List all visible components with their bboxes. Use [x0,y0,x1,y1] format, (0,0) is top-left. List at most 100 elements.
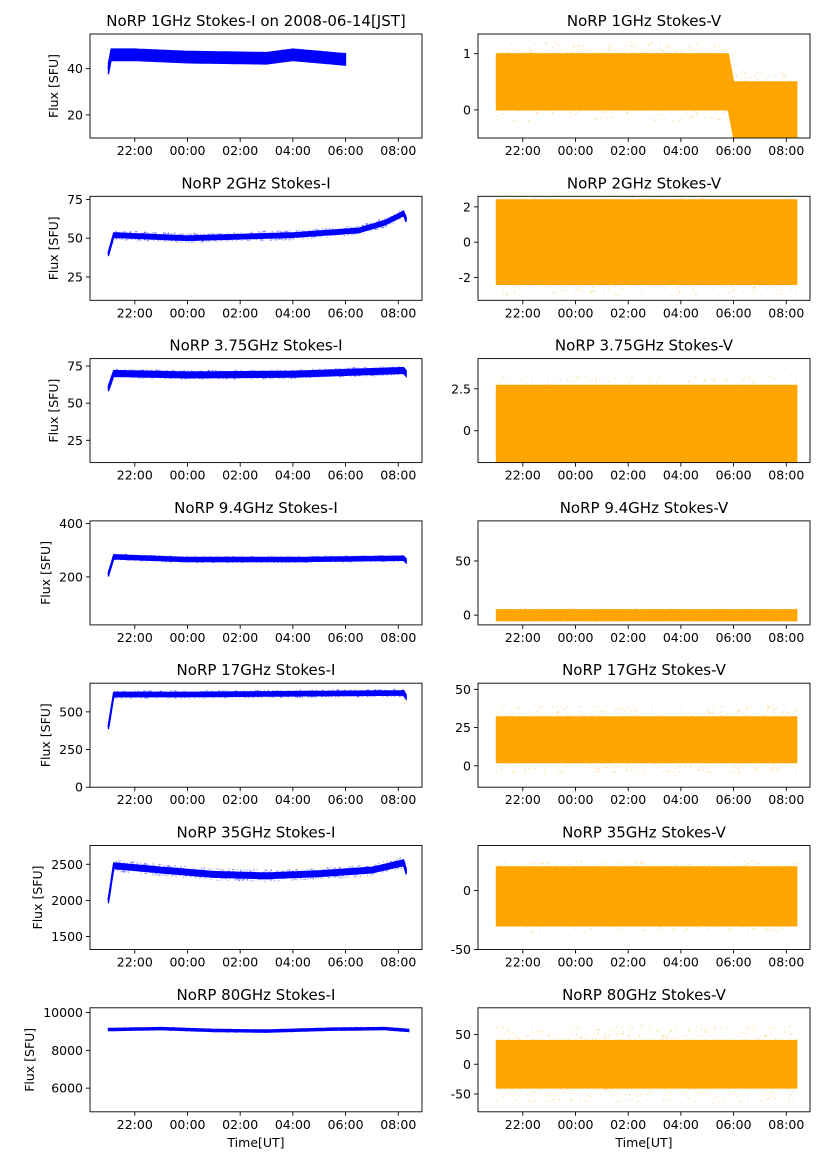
data-point [220,560,222,562]
data-point [504,406,506,409]
data-point [693,397,695,400]
data-point [317,375,319,377]
data-point [165,56,168,59]
data-point [786,407,789,409]
data-point [724,388,726,391]
data-point [259,371,261,373]
data-point [226,370,228,373]
data-point [698,58,701,60]
data-point [242,560,245,563]
data-point [672,252,674,255]
data-point [181,372,183,374]
data-point [397,217,399,219]
data-point [175,556,177,558]
data-point [323,54,325,56]
data-point [582,267,584,270]
data-point [783,77,785,79]
data-point [161,561,164,563]
data-point [380,366,382,368]
data-point [167,233,169,235]
data-point [685,89,687,92]
data-point [752,286,755,288]
data-point [328,370,330,372]
data-point [499,71,502,73]
data-point [627,448,629,450]
data-point [203,234,205,236]
data-point [227,239,230,241]
data-point [179,370,181,372]
data-point [643,225,645,228]
data-point [393,372,395,374]
data-point [125,239,127,241]
data-point [304,51,307,53]
data-point [378,367,380,369]
data-point [305,235,307,237]
data-point [632,43,635,45]
data-point [280,371,282,374]
data-point [737,81,740,83]
data-point [742,222,744,225]
data-point [626,111,628,113]
data-point [534,198,536,200]
data-point [327,230,329,232]
data-point [352,560,354,562]
data-point [556,408,558,410]
data-point [755,239,757,241]
data-point [222,59,224,61]
data-point [602,413,604,415]
data-point [609,442,611,444]
data-point [636,250,638,252]
data-point [320,53,322,55]
data-point [252,378,254,380]
data-point [247,54,250,57]
data-point [177,51,180,54]
data-point [195,556,198,558]
data-point [780,396,782,399]
data-point [505,430,507,433]
data-point [714,449,717,451]
data-point [208,556,211,558]
data-point [581,63,583,65]
data-point [311,555,313,558]
data-point [154,56,156,58]
data-point [571,277,573,280]
data-point [576,103,578,105]
data-point [372,227,374,230]
data-point [191,376,194,379]
data-point [678,292,680,294]
data-point [304,371,307,373]
data-point [504,286,506,288]
data-point [636,253,639,255]
data-point [545,92,547,94]
data-point [365,224,367,226]
data-point [237,376,239,378]
data-point [652,442,655,445]
data-point [543,62,546,64]
data-point [663,50,665,53]
data-point [636,67,639,70]
data-point [200,370,203,372]
data-point [792,430,795,432]
data-point [390,560,392,563]
data-point [771,406,773,408]
data-point [320,376,322,378]
data-point [232,55,234,57]
data-point [283,53,285,56]
data-point [205,556,207,558]
data-point [747,210,750,213]
data-point [527,78,530,80]
data-point [114,376,116,378]
data-point [328,228,330,231]
data-point [280,369,282,372]
data-point [130,56,133,58]
data-point [766,388,769,390]
data-point [342,561,344,563]
data-point [161,559,163,562]
data-point [127,559,129,562]
data-point [276,52,278,54]
data-point [536,400,538,402]
data-point [566,228,568,230]
data-point [217,371,220,373]
data-point [212,369,214,372]
data-point [535,113,538,115]
